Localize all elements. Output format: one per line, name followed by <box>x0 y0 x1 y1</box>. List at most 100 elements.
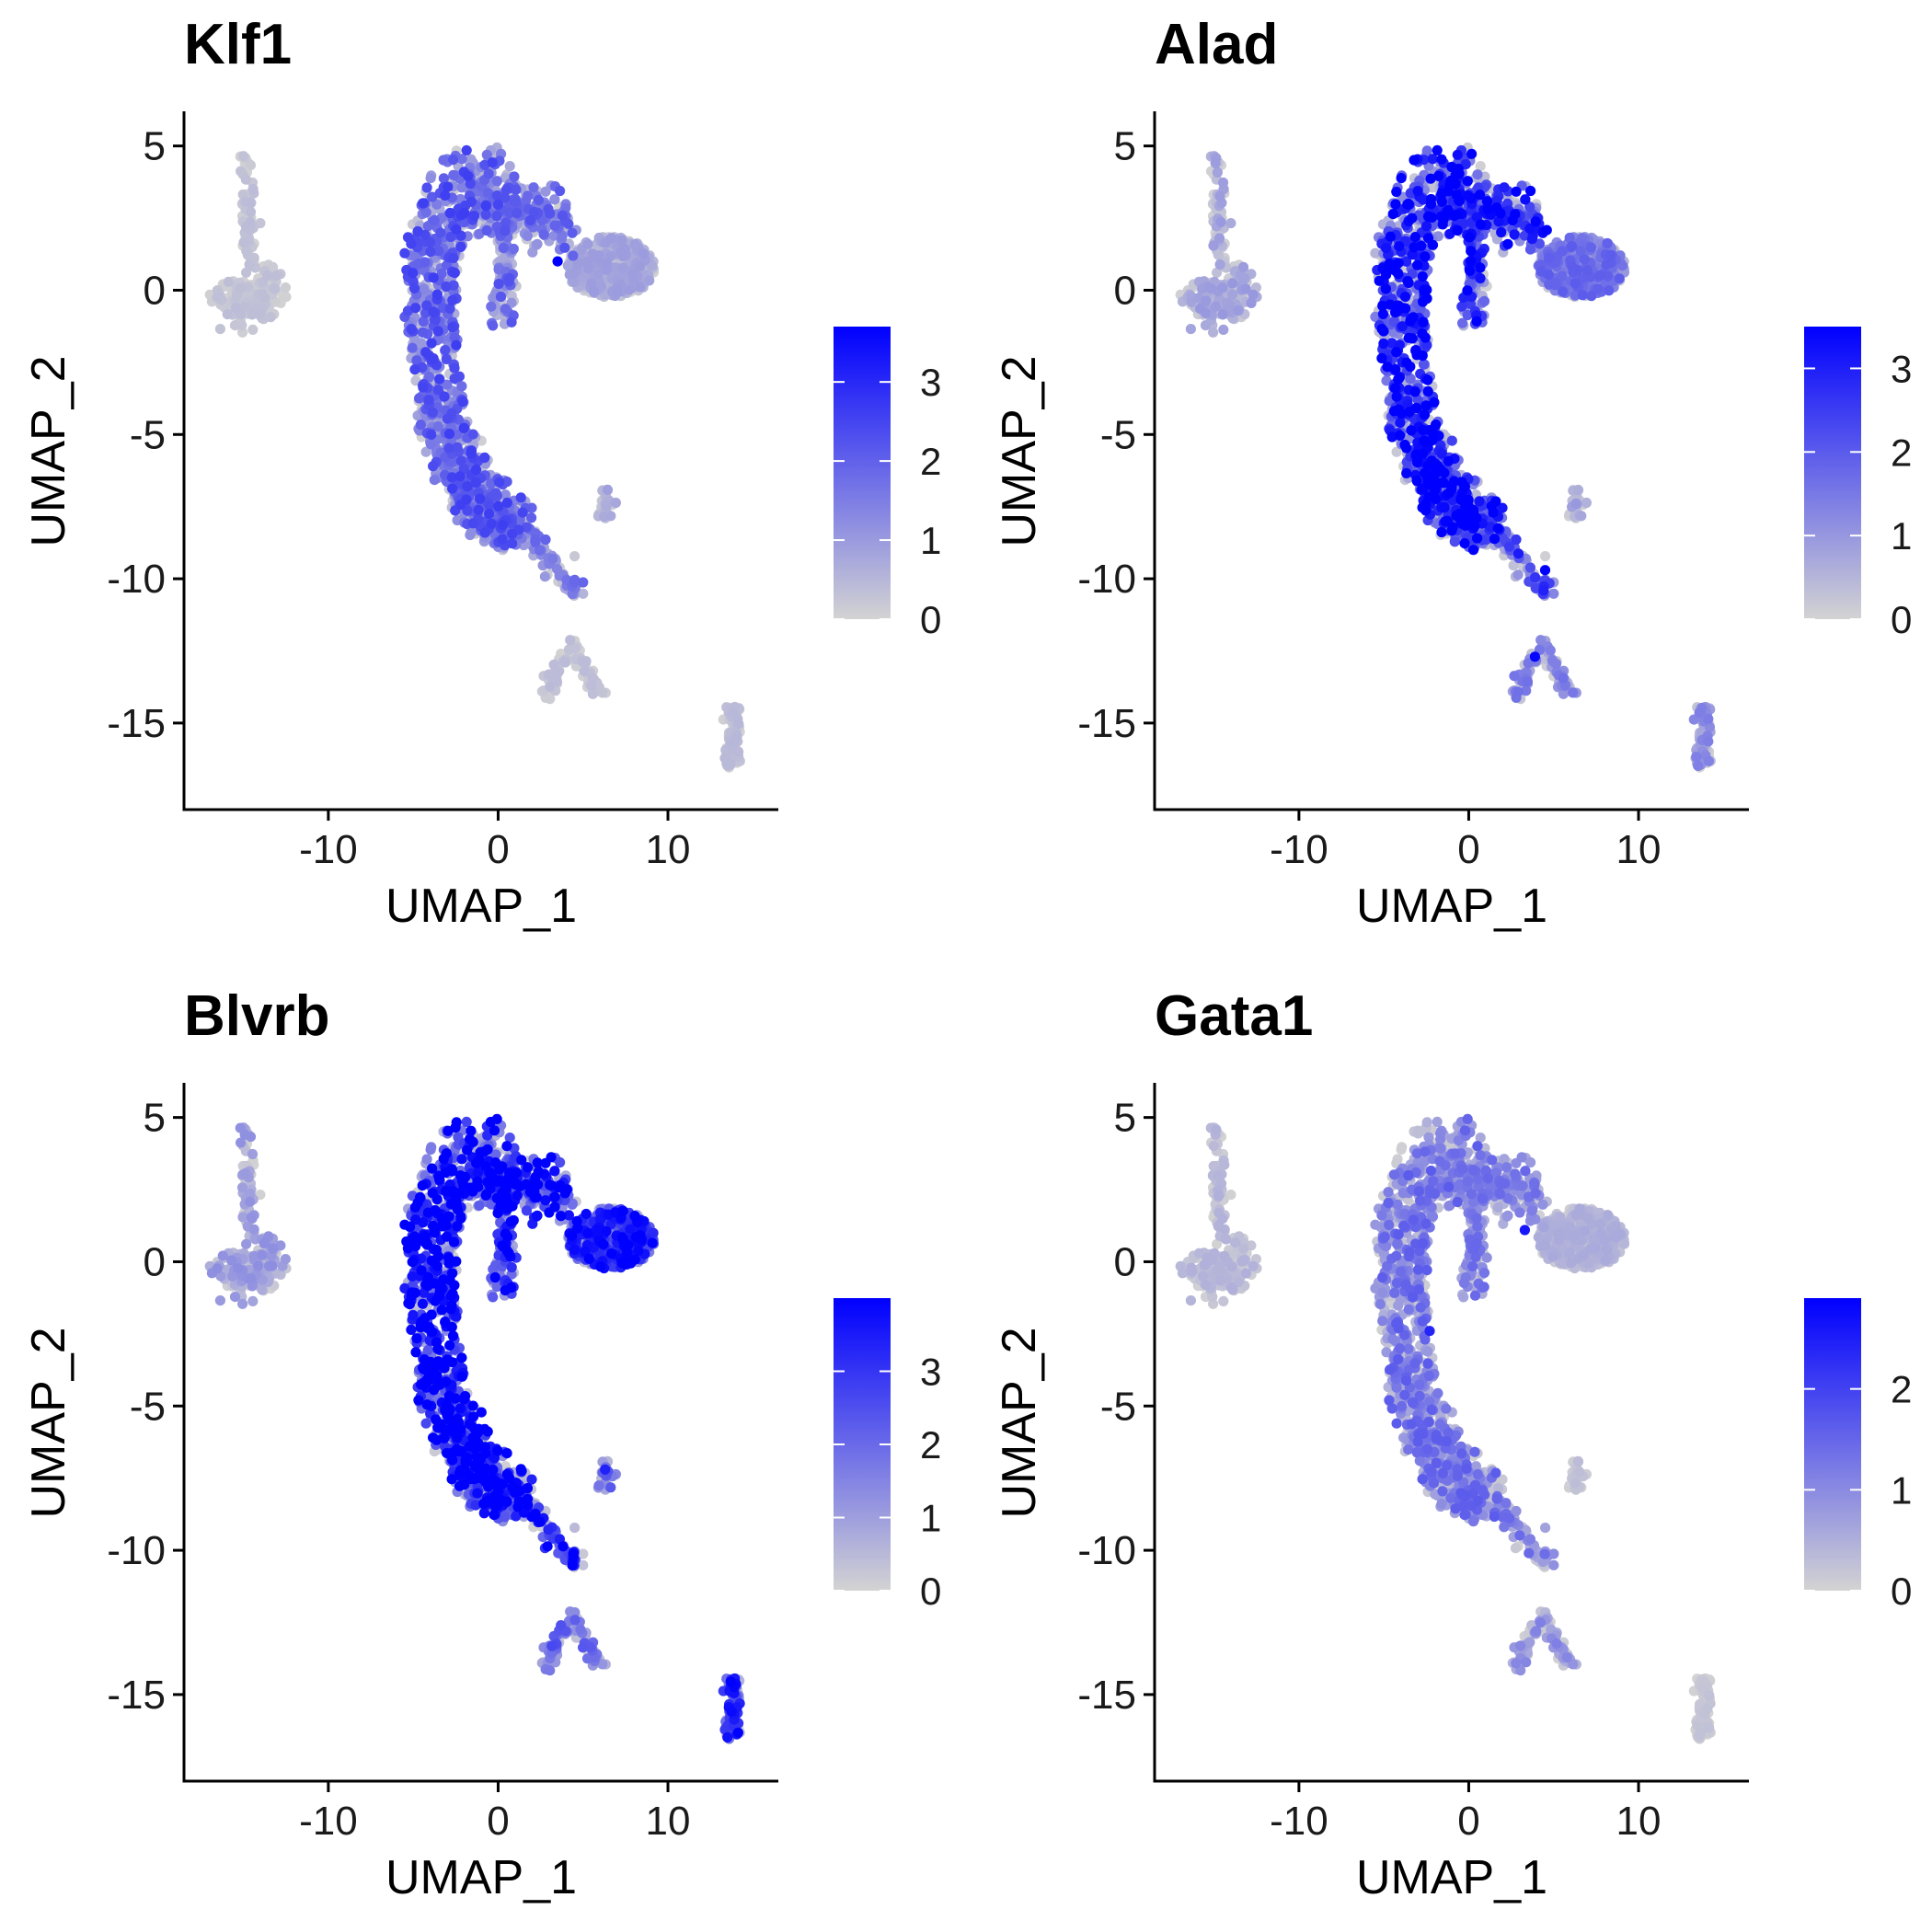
cell-point <box>222 309 233 320</box>
cell-point <box>508 243 519 255</box>
cell-point <box>1703 755 1714 766</box>
cell-point <box>1475 262 1486 273</box>
panel-title: Klf1 <box>184 13 292 76</box>
cell-point <box>545 208 556 219</box>
cell-point <box>1507 214 1518 225</box>
cell-point <box>1602 237 1613 249</box>
cell-point <box>1388 406 1399 417</box>
cell-point <box>1401 357 1412 368</box>
cell-point <box>408 282 420 293</box>
cell-point <box>1419 409 1431 420</box>
cell-point <box>1418 424 1429 436</box>
cell-point <box>447 294 458 305</box>
cell-point <box>1475 272 1486 284</box>
cell-point <box>555 185 566 197</box>
cell-point <box>1512 569 1524 581</box>
cell-point <box>1511 186 1522 197</box>
cell-point <box>1237 261 1249 272</box>
cell-point <box>1466 148 1478 159</box>
cell-point <box>423 395 434 406</box>
x-tick-label: 10 <box>646 827 691 872</box>
cell-point <box>1465 265 1476 276</box>
cell-point <box>1499 182 1510 193</box>
cell-point <box>1215 216 1226 227</box>
cell-point <box>407 342 418 353</box>
cell-point <box>493 500 504 512</box>
cell-point <box>449 362 460 374</box>
cell-point <box>1431 420 1442 431</box>
cell-point <box>1540 551 1551 562</box>
cell-point <box>1456 301 1467 312</box>
cell-point <box>1391 186 1402 198</box>
cell-point <box>240 174 251 185</box>
cell-point <box>247 183 259 195</box>
cell-point <box>533 194 545 205</box>
cell-point <box>431 289 443 300</box>
cell-point <box>466 196 477 207</box>
cell-point <box>1205 283 1216 294</box>
cell-point <box>644 275 655 286</box>
cell-point <box>1409 232 1420 243</box>
cell-point <box>245 206 257 217</box>
cell-point <box>486 518 498 529</box>
cell-point <box>1509 671 1520 682</box>
cell-point <box>1601 259 1612 270</box>
cell-point <box>1446 435 1457 446</box>
cell-point <box>459 207 470 219</box>
cell-point <box>212 292 223 303</box>
cell-point <box>448 155 459 166</box>
cell-point <box>238 236 249 248</box>
cell-point <box>480 201 491 212</box>
cell-point <box>1472 533 1483 544</box>
cell-point <box>492 199 504 210</box>
cell-point <box>507 528 518 539</box>
cell-point <box>601 500 612 512</box>
cell-point <box>1422 374 1433 385</box>
cell-point <box>245 216 256 227</box>
cell-point <box>498 242 509 254</box>
cell-point <box>1420 251 1431 262</box>
cell-point <box>1474 496 1485 507</box>
cell-point <box>638 248 650 259</box>
cell-point <box>1390 383 1401 394</box>
cell-point <box>447 483 458 494</box>
cell-point <box>1512 686 1524 697</box>
cell-point <box>488 320 499 331</box>
cell-point <box>1420 400 1432 411</box>
cell-point <box>723 760 734 771</box>
cell-point <box>1581 265 1593 276</box>
cell-point <box>1417 328 1428 339</box>
cell-point <box>567 227 578 238</box>
cell-point <box>1691 752 1702 763</box>
cell-point <box>229 320 241 331</box>
cell-point <box>1481 196 1493 207</box>
cell-point <box>1246 297 1257 308</box>
cell-point <box>1576 511 1587 522</box>
cell-point <box>1452 149 1463 160</box>
cell-point <box>484 508 495 520</box>
cell-point <box>480 209 491 220</box>
cell-point <box>1557 246 1568 257</box>
cell-point <box>1544 252 1555 263</box>
cell-point <box>434 374 445 385</box>
cell-point <box>1411 402 1422 414</box>
y-axis-label: UMAP_2 <box>22 355 75 546</box>
cell-point <box>1509 229 1520 240</box>
cell-point <box>512 208 523 219</box>
cell-point <box>526 512 537 523</box>
cell-point <box>479 527 490 538</box>
cell-point <box>475 493 486 504</box>
cell-point <box>530 535 541 546</box>
cell-point <box>577 656 588 667</box>
cell-point <box>559 657 571 668</box>
cell-point <box>1210 157 1221 168</box>
cell-point <box>1502 238 1513 249</box>
cell-point <box>532 238 543 249</box>
cell-point <box>563 218 574 229</box>
cell-point <box>547 553 558 565</box>
cell-point <box>1586 291 1597 302</box>
cell-point <box>1376 352 1387 363</box>
cell-point <box>280 282 291 293</box>
